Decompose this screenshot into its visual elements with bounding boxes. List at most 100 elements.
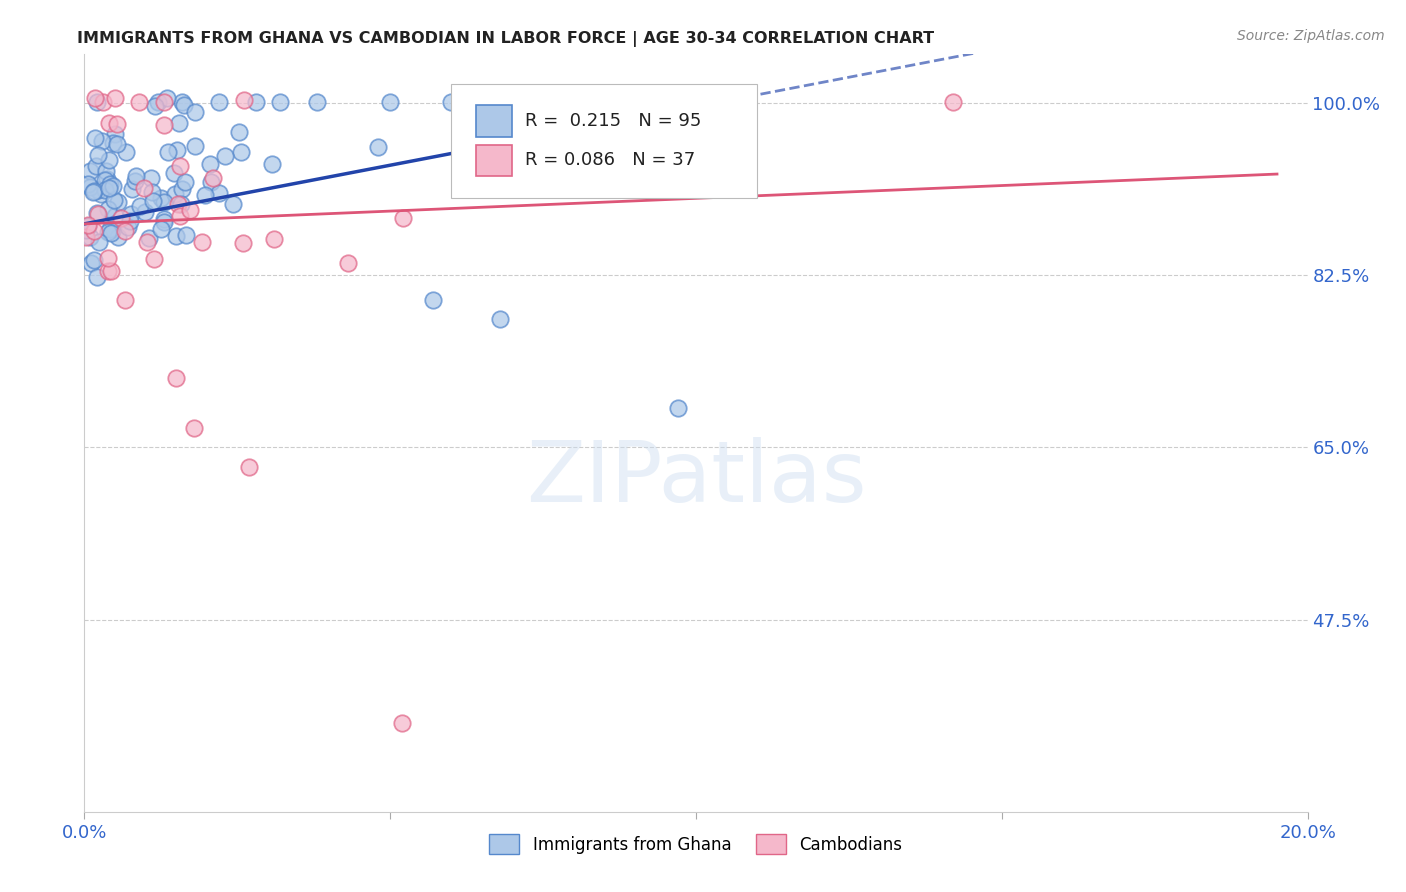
Point [392,211,415,225]
Point [87,207,110,221]
Point [107,194,129,209]
Point [82,185,104,199]
Text: Source: ZipAtlas.com: Source: ZipAtlas.com [1237,29,1385,43]
Point [169,209,191,223]
Point [120,207,142,221]
Point [167,116,190,130]
Point [105,117,128,131]
Point [114,224,136,238]
Point [121,182,143,196]
Point [125,169,148,183]
Point [214,149,236,163]
Point [153,95,176,109]
Point [84,159,107,173]
Text: ZIPatlas: ZIPatlas [526,436,866,520]
Point [76,219,98,233]
Point [104,91,127,105]
Point [184,139,207,153]
Point [463,112,485,126]
Point [173,98,195,112]
Point [380,95,402,109]
Point [134,205,156,219]
Point [104,127,127,141]
Point [166,197,188,211]
Point [132,181,155,195]
Point [139,170,162,185]
Point [98,222,121,236]
Point [83,253,105,268]
Point [101,222,124,236]
Point [97,181,120,195]
Point [118,214,141,228]
Point [86,183,108,197]
Point [367,140,389,154]
Point [163,187,186,202]
Point [150,191,173,205]
Point [97,225,120,239]
Point [105,137,128,152]
Point [229,145,252,160]
Point [208,95,231,109]
Point [172,95,194,109]
Point [305,95,328,109]
Point [79,179,101,194]
Point [98,116,121,130]
Point [96,171,118,186]
Point [165,228,187,243]
Point [143,99,166,113]
Point [163,166,186,180]
Point [103,193,125,207]
Point [114,293,136,307]
Point [422,293,444,307]
Point [104,209,127,223]
Point [86,95,108,109]
Point [200,157,222,171]
Point [84,91,107,105]
Point [96,164,118,178]
Point [153,195,176,210]
Point [336,256,359,270]
Point [153,215,176,229]
Point [232,93,254,107]
Point [232,235,254,250]
Point [83,131,105,145]
Point [101,178,124,193]
Point [142,194,165,209]
Point [153,118,176,132]
Point [94,182,117,196]
Point [83,224,105,238]
Text: IMMIGRANTS FROM GHANA VS CAMBODIAN IN LABOR FORCE | AGE 30-34 CORRELATION CHART: IMMIGRANTS FROM GHANA VS CAMBODIAN IN LA… [77,31,935,47]
Point [263,232,285,246]
Point [208,186,231,200]
Point [101,136,124,150]
Point [77,178,100,192]
Point [169,159,191,173]
Point [489,312,512,326]
Point [391,716,413,731]
Point [86,205,108,219]
Point [666,401,689,415]
Point [141,185,163,199]
Point [110,211,132,225]
Point [440,95,463,109]
Point [87,235,110,250]
Point [191,235,214,249]
Point [176,227,198,242]
Point [107,230,129,244]
Point [170,196,193,211]
Point [79,164,101,178]
Point [90,134,112,148]
Point [166,143,188,157]
Bar [475,105,513,137]
Point [138,231,160,245]
Point [94,173,117,187]
Point [149,222,172,236]
Point [97,202,120,217]
Point [128,199,150,213]
Point [184,104,207,119]
Point [156,145,179,159]
Point [117,220,139,235]
Point [90,186,112,201]
Point [75,222,97,236]
Point [76,218,98,232]
